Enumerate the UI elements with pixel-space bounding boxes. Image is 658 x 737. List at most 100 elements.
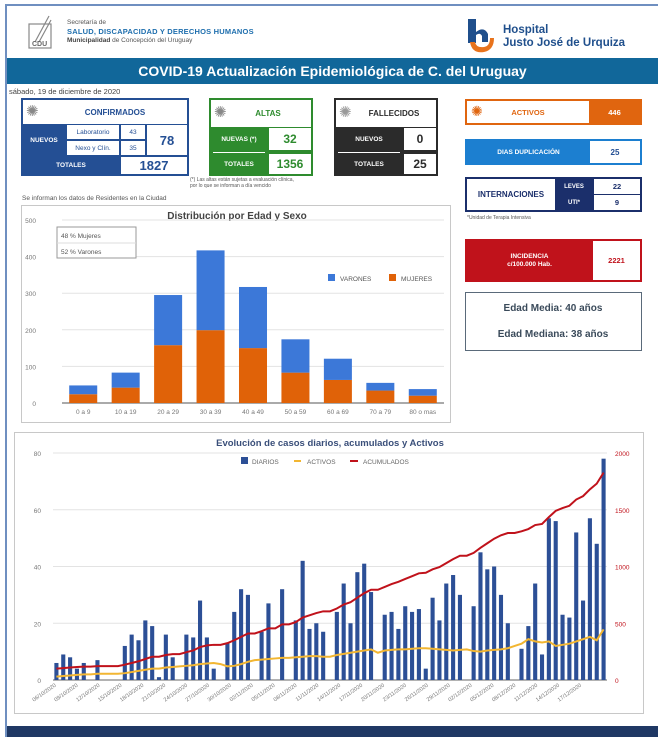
bar-diarios	[280, 589, 285, 680]
annotation-mujeres: 48 % Mujeres	[61, 233, 101, 240]
page-frame	[5, 4, 658, 737]
bar-diarios	[410, 611, 415, 680]
bar-mujeres	[281, 372, 310, 403]
confirmados-totales-value: 1827	[121, 157, 187, 174]
bar-diarios	[156, 677, 162, 680]
secretaria-line3: Municipalidad de Concepción del Uruguay	[67, 36, 254, 45]
bar-varones	[366, 382, 395, 391]
y-tick-label: 500	[25, 218, 36, 225]
hospital-line1: Hospital	[503, 24, 549, 36]
bar-varones	[111, 372, 140, 388]
bar-diarios	[471, 606, 476, 680]
x-tick-label: 30 a 39	[200, 409, 222, 416]
altas-nuevas-label: NUEVAS (*)	[221, 135, 257, 143]
bar-diarios	[184, 634, 189, 680]
bar-diarios	[197, 600, 203, 680]
bar-varones	[154, 295, 183, 346]
bar-diarios	[362, 563, 367, 680]
totales-label: TOTALES	[56, 162, 86, 169]
legend-swatch-mujeres	[389, 274, 396, 281]
x-tick-label: 20/11/2020	[360, 683, 386, 703]
activos-label: ACTIVOS	[511, 107, 545, 117]
bar-diarios	[485, 569, 490, 680]
x-tick-label: 10 a 19	[115, 409, 137, 416]
fallecidos-totales-value: 25	[404, 154, 436, 174]
x-tick-label: 0 a 9	[76, 409, 91, 416]
laboratorio-value: 43	[121, 125, 145, 139]
virus-icon: ✺	[26, 103, 39, 120]
bar-diarios	[457, 594, 463, 680]
bar-mujeres	[69, 394, 98, 403]
x-tick-label: 14/11/2020	[316, 683, 342, 703]
bar-varones	[408, 389, 437, 396]
confirmados-title: CONFIRMADOS	[84, 107, 146, 117]
leves-value: 22	[594, 179, 640, 194]
bar-diarios	[430, 597, 435, 680]
uti-footnote: *Unidad de Terapia Intensiva	[467, 215, 531, 221]
bar-diarios	[539, 654, 545, 680]
bar-diarios	[587, 518, 592, 680]
bar-diarios	[314, 623, 319, 680]
bar-diarios	[81, 662, 86, 680]
x-tick-label: 17/11/2020	[338, 683, 364, 703]
annotation-varones: 52 % Varones	[61, 249, 102, 256]
bar-diarios	[150, 626, 155, 680]
bar-diarios	[232, 611, 237, 680]
bar-diarios	[396, 628, 401, 680]
bar-diarios	[560, 614, 565, 680]
legend-label-mujeres: MUJERES	[401, 276, 433, 283]
bar-diarios	[136, 640, 141, 680]
bar-mujeres	[111, 387, 140, 403]
bar-diarios	[129, 634, 134, 680]
x-tick-label: 05/11/2020	[251, 683, 277, 703]
municipalidad-label: Municipalidad	[67, 37, 111, 44]
incidencia-label: INCIDENCIA c/100.000 Hab.	[467, 241, 592, 280]
fallecidos-card: ✺ FALLECIDOS NUEVOS 0 TOTALES 25	[334, 98, 438, 176]
bar-mujeres	[196, 330, 225, 403]
bar-mujeres	[154, 345, 183, 403]
evolution-chart: Evolución de casos diarios, acumulados y…	[14, 432, 644, 714]
activos-value: 446	[608, 107, 621, 117]
evolution-chart-svg: Evolución de casos diarios, acumulados y…	[32, 438, 630, 703]
uti-value: 9	[594, 195, 640, 210]
bar-diarios	[601, 458, 606, 680]
altas-note-line1: (*) Las altas están sujetas a evaluación…	[190, 177, 294, 183]
bar-diarios	[382, 614, 387, 680]
chart-title: Distribución por Edad y Sexo	[167, 211, 306, 222]
legend-label-varones: VARONES	[340, 276, 372, 283]
bar-diarios	[574, 532, 579, 680]
y-right-tick-label: 0	[615, 678, 619, 685]
bar-diarios	[498, 594, 504, 680]
bar-diarios	[54, 662, 59, 680]
x-tick-label: 02/11/2020	[229, 683, 255, 703]
fallecidos-header: ✺ FALLECIDOS	[336, 100, 436, 127]
line-acumulados	[56, 472, 605, 670]
legend-swatch-varones	[328, 274, 335, 281]
altas-totales-value: 1356	[269, 154, 311, 174]
virus-icon: ✺	[214, 104, 227, 121]
hospital-name: Hospital Justo José de Urquiza	[503, 24, 625, 50]
bar-diarios	[416, 609, 421, 680]
bar-diarios	[225, 643, 230, 680]
y-left-tick-label: 0	[37, 678, 41, 685]
age-sex-chart-svg: Distribución por Edad y Sexo 0 100 200 300 40…	[25, 211, 444, 416]
incidencia-label-line1: INCIDENCIA	[510, 252, 549, 260]
incidencia-card: INCIDENCIA c/100.000 Hab. 2221	[465, 239, 642, 282]
bar-diarios	[211, 668, 216, 680]
y-left-tick-label: 60	[34, 508, 42, 515]
legend-label-diarios: DIARIOS	[252, 459, 279, 466]
activos-card: ✺ ACTIVOS 446	[465, 99, 642, 125]
divider	[213, 152, 265, 153]
bar-diarios	[478, 552, 483, 680]
footer-bar	[7, 726, 658, 737]
x-tick-label: 60 a 69	[327, 409, 349, 416]
confirmados-header: ✺ CONFIRMADOS	[23, 100, 187, 124]
bar-diarios	[95, 660, 100, 680]
bar-diarios	[594, 543, 599, 680]
bar-diarios	[451, 575, 456, 680]
y-left-tick-label: 80	[34, 451, 42, 458]
edad-media: Edad Media: 40 años	[503, 302, 603, 314]
bar-diarios	[505, 623, 510, 680]
bar-diarios	[259, 631, 264, 680]
chart-title: Evolución de casos diarios, acumulados y…	[216, 438, 444, 449]
